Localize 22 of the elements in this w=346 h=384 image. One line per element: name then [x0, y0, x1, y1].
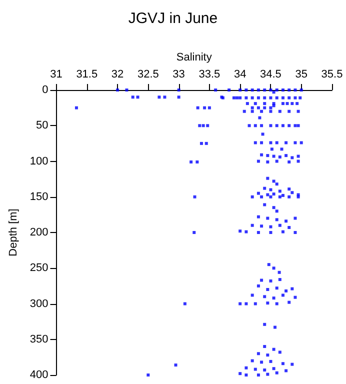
y-tick-label: 100 [30, 155, 48, 168]
y-axis-title: Depth [m] [8, 208, 20, 256]
y-tick-label: 400 [30, 369, 48, 381]
y-tick-label: 0 [42, 84, 48, 96]
x-tick-label: 32.5 [137, 68, 159, 80]
x-tick-label: 33 [172, 68, 185, 80]
x-tick-label: 35.5 [321, 68, 343, 80]
y-tick-label: 250 [30, 262, 48, 274]
x-tick-label: 31.5 [76, 68, 98, 80]
x-tick-label: 35 [295, 68, 308, 80]
y-tick-label: 150 [30, 190, 48, 203]
y-tick-label: 300 [30, 298, 48, 310]
x-tick-label: 33.5 [198, 68, 220, 80]
x-tick-label: 34 [234, 68, 246, 80]
chart-title: JGVJ in June [128, 10, 218, 27]
y-tick-label: 50 [36, 120, 48, 132]
y-tick-label: 350 [30, 333, 48, 346]
x-tick-label: 31 [50, 68, 62, 80]
x-axis-title: Salinity [176, 52, 212, 64]
y-tick-label: 200 [30, 226, 48, 238]
x-tick-label: 34.5 [260, 68, 282, 80]
x-tick-label: 32 [111, 68, 124, 80]
